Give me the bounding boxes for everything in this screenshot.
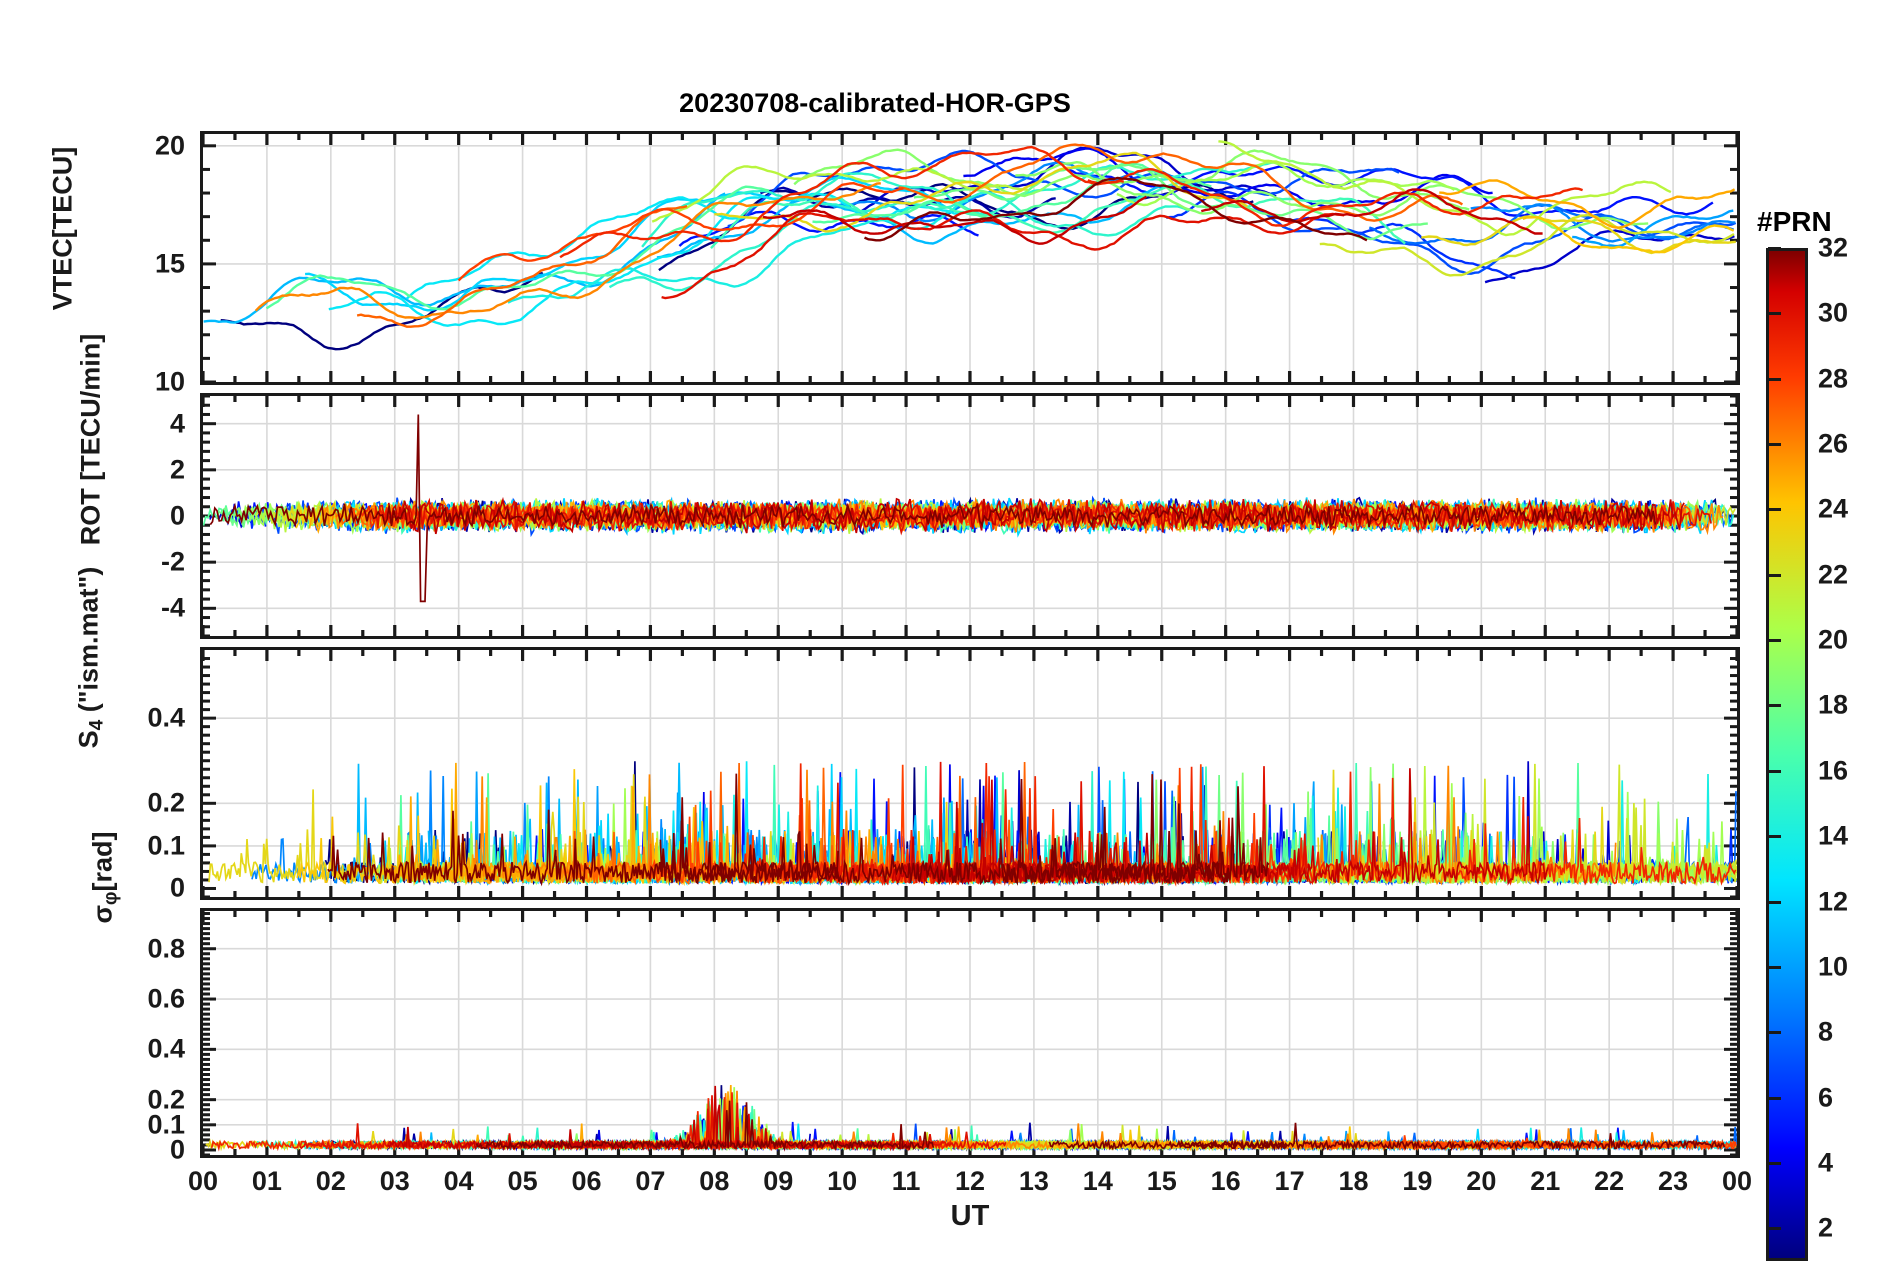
x-tick-label: 13 xyxy=(1018,1166,1049,1196)
colorbar-tick-label: 2 xyxy=(1818,1212,1834,1243)
plot-canvas xyxy=(203,396,1737,636)
colorbar-tick-label: 10 xyxy=(1818,951,1849,982)
x-tick-label: 10 xyxy=(827,1166,858,1196)
colorbar-tick-label: 16 xyxy=(1818,755,1849,786)
y-tick-label: 15 xyxy=(154,248,185,279)
x-tick-label: 21 xyxy=(1530,1166,1561,1196)
x-tick-label: 00 xyxy=(187,1166,219,1196)
y-tick-label: 0.4 xyxy=(147,1033,185,1064)
colorbar-tick-mark xyxy=(1768,312,1781,316)
y-tick-label: 0 xyxy=(169,872,185,903)
y-tick-label: 0.8 xyxy=(147,933,185,964)
colorbar-tick-mark xyxy=(1768,769,1781,773)
colorbar-tick-mark xyxy=(1768,247,1781,250)
colorbar-tick-mark xyxy=(1768,704,1781,708)
y-tick-label: 0.2 xyxy=(147,1084,185,1115)
colorbar-tick-label: 4 xyxy=(1818,1147,1834,1178)
y-tick-label: 0.6 xyxy=(147,983,185,1014)
x-tick-label: 03 xyxy=(379,1166,410,1196)
x-tick-label: 04 xyxy=(443,1166,474,1196)
x-tick-label: 19 xyxy=(1402,1166,1433,1196)
colorbar-tick-label: 8 xyxy=(1818,1016,1834,1047)
colorbar-tick-mark xyxy=(1768,965,1781,969)
x-tick-label: 14 xyxy=(1082,1166,1113,1196)
colorbar-tick-mark xyxy=(1768,573,1781,577)
colorbar-tick-label: 26 xyxy=(1818,428,1849,459)
colorbar-tick-label: 18 xyxy=(1818,689,1849,720)
colorbar-tick-label: 6 xyxy=(1818,1082,1834,1113)
y-tick-label: 20 xyxy=(154,130,185,161)
colorbar-tick-mark xyxy=(1768,1227,1781,1231)
x-tick-label: 06 xyxy=(571,1166,602,1196)
colorbar-tick-label: 20 xyxy=(1818,624,1849,655)
y-tick-label: 0 xyxy=(169,500,185,531)
colorbar-tick-label: 22 xyxy=(1818,559,1849,590)
figure-title: 20230708-calibrated-HOR-GPS xyxy=(679,88,1071,118)
y-tick-label: 0 xyxy=(169,1134,185,1165)
colorbar-tick-mark xyxy=(1768,1161,1781,1165)
panel-rot[interactable] xyxy=(200,393,1740,639)
x-tick-label: 18 xyxy=(1338,1166,1369,1196)
x-tick-label: 22 xyxy=(1594,1166,1625,1196)
x-tick-label: 09 xyxy=(763,1166,794,1196)
x-tick-label: 16 xyxy=(1210,1166,1241,1196)
colorbar-tick-mark xyxy=(1768,377,1781,381)
colorbar-tick-label: 30 xyxy=(1818,297,1849,328)
x-tick-label: 05 xyxy=(507,1166,538,1196)
colorbar-tick-label: 14 xyxy=(1818,820,1849,851)
colorbar-title: #PRN xyxy=(1757,206,1832,237)
colorbar-tick-mark xyxy=(1768,508,1781,512)
y-axis-label-sigma-main: σ xyxy=(87,905,118,924)
x-tick-label: 23 xyxy=(1658,1166,1689,1196)
panel-sigma-phi[interactable] xyxy=(200,908,1740,1158)
colorbar-tick-mark xyxy=(1768,900,1781,904)
x-tick-label: 07 xyxy=(635,1166,666,1196)
colorbar-tick-label: 12 xyxy=(1818,886,1849,917)
x-tick-label: 08 xyxy=(699,1166,730,1196)
y-tick-label: 2 xyxy=(169,454,185,485)
x-tick-label: 01 xyxy=(251,1166,282,1196)
colorbar-tick-mark xyxy=(1768,639,1781,643)
x-tick-label: 17 xyxy=(1274,1166,1305,1196)
colorbar-tick-label: 24 xyxy=(1818,493,1849,524)
x-axis-label: UT xyxy=(950,1200,990,1232)
colorbar-tick-mark xyxy=(1768,1031,1781,1035)
y-axis-label-vtec: VTEC[TECU] xyxy=(47,146,78,311)
colorbar-tick-label: 32 xyxy=(1818,232,1849,263)
x-tick-label: 00 xyxy=(1721,1166,1753,1196)
panel-s4[interactable] xyxy=(200,647,1740,900)
x-tick-label: 02 xyxy=(315,1166,346,1196)
y-tick-label: 0.2 xyxy=(147,787,185,818)
y-tick-label: -2 xyxy=(160,546,185,577)
x-tick-label: 15 xyxy=(1146,1166,1177,1196)
plot-canvas xyxy=(203,911,1737,1155)
colorbar-tick-mark xyxy=(1768,835,1781,839)
colorbar-tick-mark xyxy=(1768,1096,1781,1100)
colorbar-tick-label: 28 xyxy=(1818,363,1849,394)
y-tick-label: 0.1 xyxy=(147,830,185,861)
y-tick-label: 0.4 xyxy=(147,702,185,733)
x-tick-label: 11 xyxy=(891,1166,921,1196)
colorbar-gradient xyxy=(1769,251,1805,1258)
y-tick-label: -4 xyxy=(160,592,185,623)
y-axis-label-s4-rest: ("ism.mat") xyxy=(73,566,104,720)
colorbar-tick-mark xyxy=(1768,443,1781,447)
plot-canvas xyxy=(203,650,1737,897)
panel-vtec[interactable] xyxy=(200,131,1740,385)
colorbar[interactable] xyxy=(1766,248,1808,1261)
y-tick-label: 10 xyxy=(154,366,185,397)
x-tick-label: 20 xyxy=(1466,1166,1497,1196)
plot-canvas xyxy=(203,134,1737,382)
y-tick-label: 0.1 xyxy=(147,1109,185,1140)
x-tick-label: 12 xyxy=(954,1166,986,1196)
y-tick-label: 4 xyxy=(169,408,185,439)
